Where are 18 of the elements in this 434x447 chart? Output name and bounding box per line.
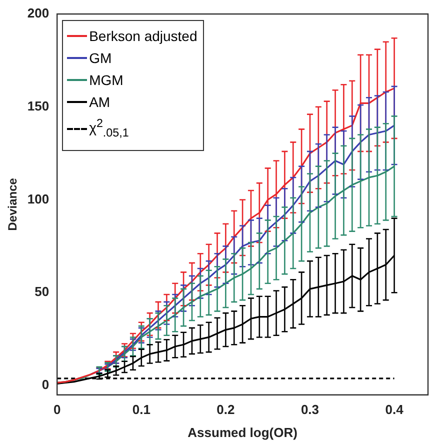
legend-label: MGM [89, 71, 124, 90]
y-tick-label: 50 [34, 284, 50, 300]
x-tick-label: 0.3 [300, 402, 320, 418]
y-tick-label: 100 [27, 191, 50, 206]
point [104, 369, 112, 378]
y-tick-label: 150 [27, 98, 50, 114]
legend-label: GM [89, 49, 112, 68]
x-tick-label: 0.4 [385, 402, 404, 418]
y-tick-label: 0 [42, 377, 50, 392]
x-tick-label: 0.1 [132, 402, 150, 418]
y-axis-title: Deviance [6, 178, 20, 231]
point [96, 372, 103, 380]
legend-label: Berkson adjusted [89, 27, 198, 46]
x-tick-label: 0 [53, 402, 61, 418]
x-axis-title: Assumed log(OR) [188, 424, 298, 440]
x-tick-label: 0.2 [216, 402, 235, 418]
legend-label: AM [89, 93, 110, 112]
y-tick-label: 200 [27, 6, 50, 21]
